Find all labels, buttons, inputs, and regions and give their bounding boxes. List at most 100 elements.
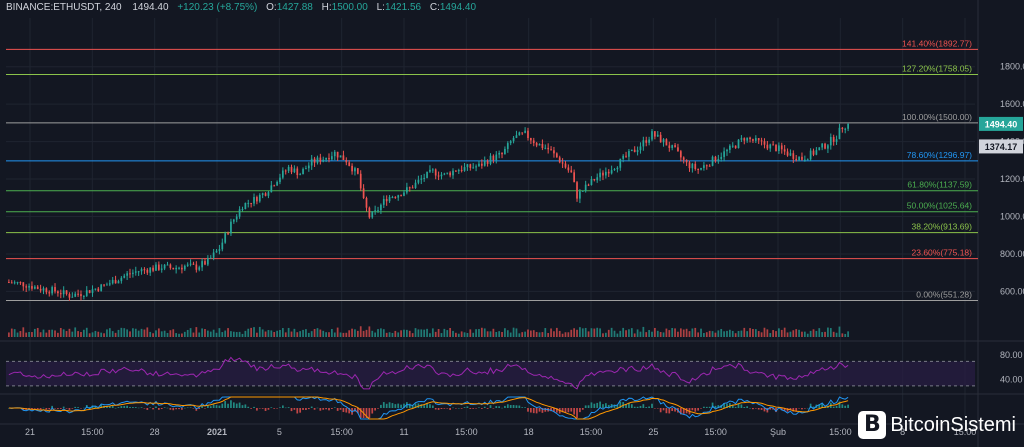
volume-bar	[625, 330, 627, 337]
macd-histogram-bar	[656, 408, 659, 409]
macd-histogram-bar	[674, 408, 676, 412]
macd-histogram-bar	[132, 407, 134, 408]
volume-bar	[685, 328, 688, 337]
volume-bar	[786, 332, 789, 337]
macd-histogram-bar	[155, 406, 157, 408]
volume-bar	[400, 330, 402, 337]
macd-histogram-bar	[553, 408, 555, 412]
candle-body	[567, 167, 570, 171]
candle-body	[227, 233, 229, 235]
macd-histogram-bar	[754, 408, 757, 409]
candle-body	[267, 192, 270, 196]
candle-body	[420, 178, 423, 180]
macd-histogram-bar	[760, 408, 763, 410]
fib-label: 50.00%(1025.64)	[907, 201, 972, 211]
candle-body	[613, 169, 616, 171]
candle-body	[437, 175, 440, 177]
macd-histogram-bar	[437, 408, 440, 410]
volume-bar	[192, 332, 195, 337]
volume-bar	[489, 331, 492, 337]
macd-histogram-bar	[80, 408, 82, 409]
macd-histogram-bar	[527, 408, 529, 412]
candle-body	[296, 168, 299, 175]
macd-histogram-bar	[313, 408, 316, 410]
macd-histogram-bar	[645, 407, 648, 408]
volume-bar	[711, 331, 714, 337]
macd-histogram-bar	[832, 406, 835, 408]
macd-signal-line	[8, 396, 849, 420]
candle-body	[359, 173, 362, 189]
candle-body	[645, 140, 648, 143]
axes: 600.00800.001000.001200.001400.001600.00…	[25, 62, 1024, 437]
volume-bar	[642, 326, 645, 337]
volume-bar	[682, 329, 685, 337]
candle-body	[538, 143, 541, 146]
macd-histogram-bar	[636, 406, 639, 408]
candle-body	[847, 123, 849, 129]
candle-body	[183, 265, 186, 270]
volume-bar	[780, 329, 783, 337]
volume-bar	[137, 330, 140, 337]
candle-body	[146, 269, 149, 273]
candle-body	[224, 233, 227, 243]
macd-histogram-bar	[258, 408, 261, 409]
macd-histogram-bar	[394, 404, 397, 408]
macd-histogram-bar	[740, 404, 743, 408]
macd-histogram-bar	[391, 403, 394, 408]
macd-histogram-bar	[157, 408, 160, 410]
candle-body	[576, 182, 578, 199]
x-tick-label: 5	[277, 427, 282, 437]
candle-body	[362, 188, 365, 199]
candle-body	[126, 273, 128, 276]
volume-bar	[146, 327, 149, 337]
macd-histogram-bar	[662, 408, 665, 411]
bitcoin-icon: B	[858, 411, 887, 439]
volume-bar	[772, 330, 774, 337]
candle-body	[94, 288, 97, 290]
candle-body	[132, 272, 134, 274]
macd-histogram-bar	[253, 406, 255, 408]
volume-bar	[91, 332, 94, 337]
volume-bar	[224, 330, 227, 337]
volume-bar	[212, 329, 215, 337]
volume-bar	[232, 331, 235, 337]
macd-histogram-bar	[783, 408, 786, 411]
candle-body	[455, 170, 457, 172]
macd-histogram-bar	[411, 405, 414, 408]
candle-body	[466, 164, 469, 168]
volume-bar	[316, 328, 319, 337]
volume-bar	[250, 327, 252, 337]
candle-body	[322, 159, 325, 162]
candle-body	[622, 155, 625, 159]
volume-bar	[385, 332, 388, 337]
macd-histogram-bar	[700, 408, 702, 409]
candle-body	[426, 171, 428, 178]
macd-histogram-bar	[62, 406, 65, 408]
candle-body	[812, 150, 815, 155]
candle-body	[628, 151, 630, 157]
volume-bar	[152, 333, 154, 337]
macd-histogram-bar	[276, 408, 278, 409]
volume-bar	[581, 328, 584, 337]
macd-histogram-bar	[403, 403, 405, 408]
volume-bar	[157, 328, 160, 337]
candle-body	[186, 264, 189, 266]
volume-bar	[88, 333, 91, 337]
candle-body	[737, 139, 740, 149]
candle-body	[160, 268, 163, 270]
candle-body	[818, 147, 821, 151]
candle-body	[33, 286, 36, 289]
macd-histogram-bar	[475, 408, 477, 409]
macd-histogram-bar	[33, 408, 36, 409]
volume-bar	[134, 328, 137, 337]
macd-histogram-bar	[495, 406, 498, 408]
macd-histogram-bar	[648, 406, 650, 408]
candle-body	[397, 195, 400, 198]
symbol-label[interactable]: BINANCE:ETHUSDT, 240	[6, 2, 122, 13]
candle-body	[149, 267, 152, 273]
x-tick-label: 15:00	[954, 427, 977, 437]
volume-bar	[183, 331, 186, 337]
x-tick-label: 15:00	[81, 427, 104, 437]
volume-bar	[844, 333, 847, 337]
